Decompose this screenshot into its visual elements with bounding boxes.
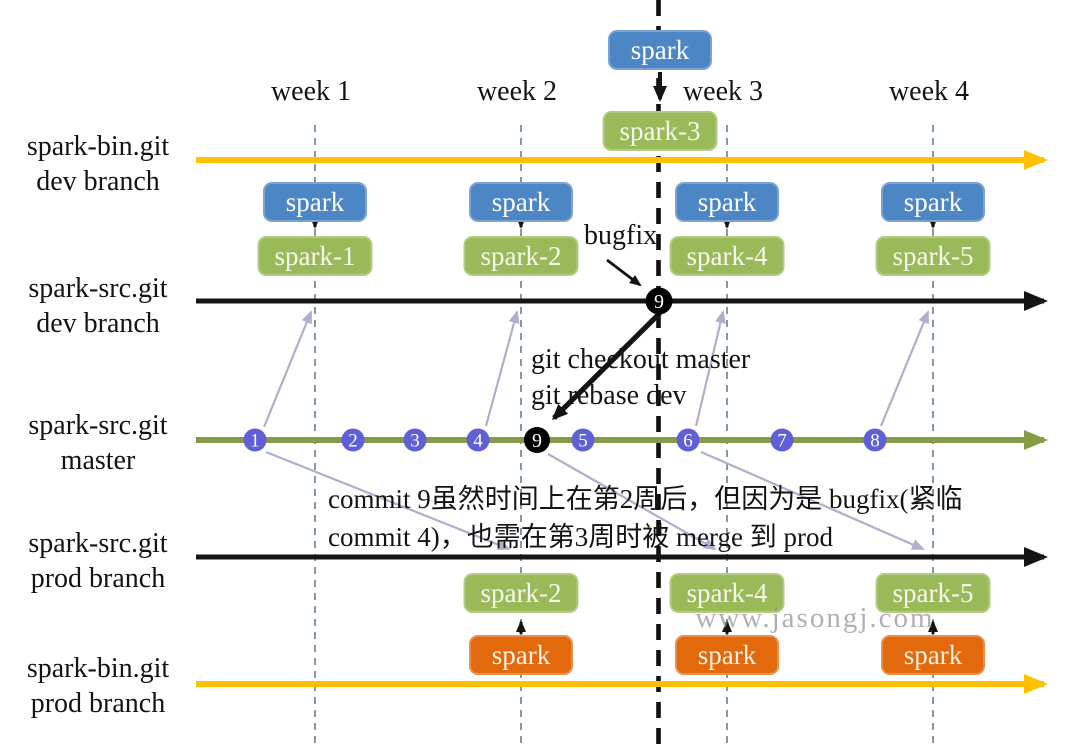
- branch-sub-name: prod branch: [30, 688, 166, 719]
- branch-label-bin-dev: spark-bin.git dev branch: [0, 129, 196, 199]
- prod-week2-bin-tag: spark: [469, 635, 573, 675]
- commit-5-label: 5: [578, 431, 588, 452]
- commit-6-label: 6: [683, 431, 693, 452]
- branch-label-bin-prod: spark-bin.git prod branch: [0, 651, 196, 721]
- branch-label-src-master: spark-src.git master: [0, 408, 196, 478]
- dev-week4-bin-tag: spark: [881, 182, 985, 222]
- connector-commit4-to-dev-arrow: [484, 310, 520, 427]
- dev-week2-bin-tag: spark: [469, 182, 573, 222]
- branch-sub-name: dev branch: [36, 166, 160, 197]
- rebase-annotation-line1: git checkout master: [531, 344, 751, 375]
- connector-commit1-to-prod-arrow: [265, 450, 511, 551]
- bugfix-pointer-arrow: [606, 258, 642, 287]
- dev-week4-src-tag: spark-5: [875, 236, 991, 276]
- dev-week3-bin-tag: spark: [675, 182, 779, 222]
- commit-9-master-label: 9: [532, 430, 542, 452]
- prod-week2-src-tag: spark-2: [463, 573, 579, 613]
- connector-commit1-to-dev-arrow: [262, 310, 313, 428]
- rebase-to-master-arrow: [551, 311, 662, 421]
- branch-repo-name: spark-bin.git: [26, 653, 170, 684]
- week4-label: week 4: [888, 76, 970, 107]
- commit-1-label: 1: [250, 431, 260, 452]
- connector-commit9-to-prod-arrow: [547, 453, 717, 550]
- commit-8-label: 8: [870, 431, 880, 452]
- prod-week3-bin-tag: spark: [675, 635, 779, 675]
- branch-repo-name: spark-src.git: [28, 273, 168, 304]
- rebase-annotation: git checkout master git rebase dev: [531, 342, 750, 414]
- branch-label-src-prod: spark-src.git prod branch: [0, 526, 196, 596]
- commit9-explanation: commit 9虽然时间上在第2周后，但因为是 bugfix(紧临 commit…: [328, 480, 962, 556]
- branch-sub-name: dev branch: [36, 308, 160, 339]
- prod-week3-src-tag: spark-4: [669, 573, 785, 613]
- commit-node-9-master: 9: [524, 427, 550, 453]
- branch-repo-name: spark-bin.git: [26, 131, 170, 162]
- connector-commit6-to-prod-arrow: [700, 450, 925, 551]
- commit-node-8: 8: [863, 428, 887, 452]
- watermark-text: www.jasongj.com: [695, 602, 935, 634]
- rebase-annotation-line2: git rebase dev: [531, 380, 687, 411]
- branch-sub-name: master: [60, 445, 136, 476]
- branch-repo-name: spark-src.git: [28, 410, 168, 441]
- top-src-tag: spark-3: [602, 111, 718, 151]
- commit9-explanation-line1: commit 9虽然时间上在第2周后，但因为是 bugfix(紧临: [328, 484, 963, 514]
- dev-week3-src-tag: spark-4: [669, 236, 785, 276]
- commit-node-9-dev: 9: [645, 287, 673, 315]
- commit-node-1: 1: [243, 428, 267, 452]
- commit-2-label: 2: [348, 431, 358, 452]
- week2-label: week 2: [476, 76, 558, 107]
- week3-label: week 3: [682, 76, 764, 107]
- top-bin-tag: spark: [608, 30, 712, 70]
- prod-week4-bin-tag: spark: [881, 635, 985, 675]
- commit-4-label: 4: [473, 431, 483, 452]
- commit-7-label: 7: [777, 431, 787, 452]
- commit-3-label: 3: [410, 431, 420, 452]
- commit-node-6: 6: [676, 428, 700, 452]
- connector-commit8-to-dev-arrow: [879, 310, 930, 427]
- commit-node-5: 5: [571, 428, 595, 452]
- dev-week1-bin-tag: spark: [263, 182, 367, 222]
- bugfix-annotation: bugfix: [584, 220, 658, 251]
- branch-repo-name: spark-src.git: [28, 528, 168, 559]
- commit-node-4: 4: [466, 428, 490, 452]
- connector-commit6-to-dev-arrow: [694, 310, 726, 427]
- branch-sub-name: prod branch: [30, 563, 166, 594]
- dev-week1-src-tag: spark-1: [257, 236, 373, 276]
- commit-9-dev-label: 9: [654, 291, 664, 313]
- week1-label: week 1: [270, 76, 352, 107]
- commit-node-7: 7: [770, 428, 794, 452]
- prod-week4-src-tag: spark-5: [875, 573, 991, 613]
- dev-week2-src-tag: spark-2: [463, 236, 579, 276]
- commit-node-3: 3: [403, 428, 427, 452]
- commit9-explanation-line2: commit 4)，也需在第3周时被 merge 到 prod: [328, 522, 833, 552]
- commit-node-2: 2: [341, 428, 365, 452]
- branch-label-src-dev: spark-src.git dev branch: [0, 271, 196, 341]
